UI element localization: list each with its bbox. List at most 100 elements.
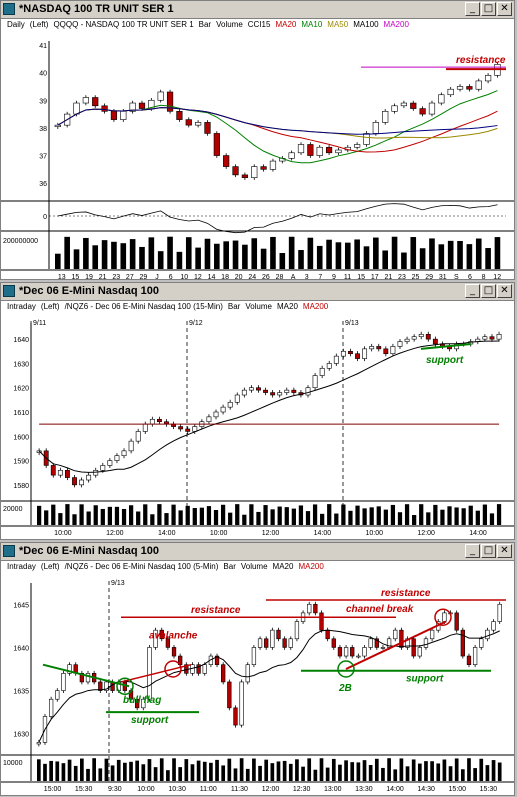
- price-bar: [270, 629, 275, 648]
- maximize-button[interactable]: □: [481, 544, 496, 558]
- volume-bar: [252, 758, 256, 781]
- maximize-button[interactable]: □: [481, 2, 496, 16]
- price-bar: [325, 146, 333, 154]
- volume-bar: [235, 504, 240, 525]
- price-bar: [120, 111, 127, 120]
- chart-window-5min[interactable]: *Dec 06 E-Mini Nasdaq 100 _ □ ✕ Intraday…: [0, 542, 515, 796]
- volume-bar: [167, 236, 173, 269]
- volume-bar: [270, 763, 275, 781]
- support-annotation: support: [426, 355, 464, 366]
- price-bar: [368, 638, 373, 648]
- price-bar: [305, 387, 311, 396]
- volume-bar: [100, 508, 105, 525]
- chart-window-15min[interactable]: *Dec 06 E-Mini Nasdaq 100 _ □ ✕ Intraday…: [0, 282, 515, 540]
- volume-bar: [291, 508, 296, 525]
- price-bar: [141, 698, 146, 709]
- minimize-button[interactable]: _: [465, 2, 480, 16]
- volume-bar: [298, 505, 304, 525]
- volume-bar: [319, 758, 324, 781]
- legend-item: MA200: [298, 562, 324, 571]
- volume-bar: [184, 759, 189, 781]
- window-titlebar[interactable]: *Dec 06 E-Mini Nasdaq 100 _ □ ✕: [1, 283, 514, 301]
- volume-bar: [153, 767, 158, 781]
- time-tick-label: 13:00: [324, 786, 342, 793]
- volume-bar: [288, 763, 293, 781]
- volume-bar: [344, 760, 348, 781]
- volume-bar: [338, 764, 342, 781]
- chart-app-icon: [3, 3, 15, 15]
- legend-item: Daily: [7, 20, 25, 29]
- time-tick-label: 14: [208, 274, 216, 279]
- volume-bar: [410, 237, 417, 269]
- volume-bar: [214, 243, 220, 269]
- time-tick-label: 15: [357, 274, 365, 279]
- window-titlebar[interactable]: *Dec 06 E-Mini Nasdaq 100 _ □ ✕: [1, 543, 514, 561]
- price-tick-label: 1635: [13, 689, 29, 696]
- price-bar: [372, 122, 379, 134]
- volume-bar: [466, 244, 473, 269]
- volume-bar: [454, 758, 459, 781]
- price-bar: [85, 673, 91, 683]
- volume-axis-label: 200000000: [3, 238, 38, 245]
- volume-bar: [172, 758, 176, 781]
- maximize-button[interactable]: □: [481, 284, 496, 298]
- minimize-button[interactable]: _: [465, 544, 480, 558]
- price-bar: [251, 647, 257, 665]
- price-bar: [404, 338, 410, 342]
- close-button[interactable]: ✕: [497, 2, 512, 16]
- session-label: 9/13: [111, 580, 125, 587]
- price-bar: [442, 612, 447, 622]
- price-bar: [331, 638, 336, 648]
- volume-bar: [215, 759, 219, 781]
- volume-bar: [64, 236, 70, 269]
- price-bar: [220, 406, 226, 413]
- price-bar: [475, 80, 482, 90]
- price-bar: [104, 681, 109, 691]
- volume-bar: [335, 242, 342, 269]
- time-tick-label: 12:00: [106, 530, 124, 537]
- price-bar: [57, 469, 63, 476]
- volume-bar: [72, 514, 77, 525]
- ma10-line: [57, 90, 498, 164]
- price-bar: [147, 647, 152, 700]
- volume-bar: [93, 505, 98, 525]
- time-tick-label: 10:00: [366, 530, 384, 537]
- time-tick-label: 23: [112, 274, 120, 279]
- volume-bar: [320, 513, 325, 525]
- volume-bar: [67, 759, 72, 781]
- price-bar: [417, 647, 422, 657]
- time-tick-label: 8: [482, 274, 486, 279]
- legend-item: MA100: [353, 20, 379, 29]
- volume-bar: [426, 512, 431, 525]
- price-bar: [206, 416, 212, 423]
- price-bar: [419, 108, 426, 115]
- price-bar: [447, 88, 454, 96]
- price-bar: [245, 664, 250, 683]
- chart-canvas[interactable]: 1645 1640 1635 1630 9/13 10000 15:00 15:30 9:30 1…: [1, 561, 514, 795]
- volume-bar: [221, 765, 226, 781]
- volume-bar: [382, 250, 389, 269]
- legend-item: MA20: [277, 302, 298, 311]
- chart-window-daily[interactable]: *NASDAQ 100 TR UNIT SER 1 _ □ ✕ Daily (Le…: [0, 0, 515, 280]
- legend-item: MA20: [275, 20, 297, 29]
- minimize-button[interactable]: _: [465, 284, 480, 298]
- time-tick-label: 15:30: [75, 786, 93, 793]
- volume-bar: [348, 510, 353, 525]
- price-bar: [165, 638, 171, 648]
- price-bar: [149, 418, 155, 425]
- volume-bar: [107, 506, 113, 525]
- legend-item: Volume: [240, 562, 268, 571]
- price-tick-label: 1610: [13, 410, 29, 417]
- price-bar: [313, 603, 318, 614]
- price-bar: [496, 333, 502, 340]
- price-bar: [176, 111, 183, 120]
- close-button[interactable]: ✕: [497, 284, 512, 298]
- window-titlebar[interactable]: *NASDAQ 100 TR UNIT SER 1 _ □ ✕: [1, 1, 514, 19]
- time-tick-label: 15:00: [449, 786, 467, 793]
- volume-bar: [220, 504, 226, 525]
- chart-canvas[interactable]: 1640 1630 1620 1610 1600 1590 1580 9/11 9/12 9/13…: [1, 301, 514, 539]
- time-tick-label: 13:30: [355, 786, 373, 793]
- close-button[interactable]: ✕: [497, 544, 512, 558]
- volume-bar: [159, 758, 164, 781]
